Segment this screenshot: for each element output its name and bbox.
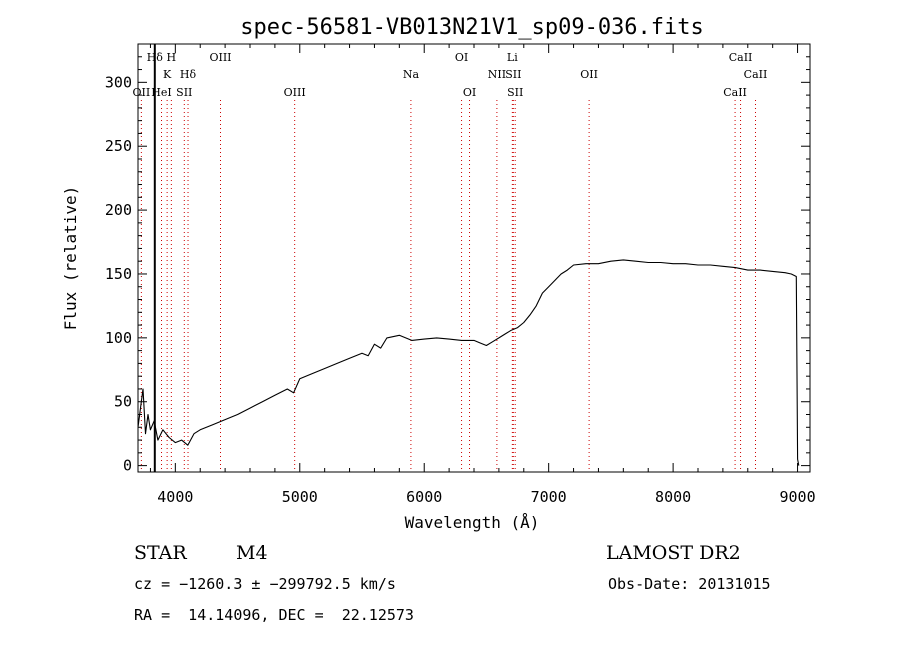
line-label-16: OII xyxy=(580,68,598,81)
x-axis-ticks: 4000 5000 6000 7000 8000 9000 xyxy=(149,44,816,506)
y-tick-label-4: 200 xyxy=(105,201,132,219)
x-tick-label-4: 8000 xyxy=(655,488,691,506)
spectrum-info: STAR M4 LAMOST DR2 cz = −1260.3 ± −29979… xyxy=(134,542,771,624)
object-subclass: M4 xyxy=(236,542,268,564)
spectrum-series xyxy=(137,259,800,466)
x-tick-label-2: 6000 xyxy=(406,488,442,506)
plot-frame xyxy=(137,43,811,473)
line-label-14: SII xyxy=(505,68,521,81)
line-label-8: OIII xyxy=(284,86,306,99)
chart-title: spec-56581-VB013N21V1_sp09-036.fits xyxy=(240,15,704,40)
x-axis-label: Wavelength (Å) xyxy=(405,513,540,532)
coordinates: RA = 14.14096, DEC = 22.12573 xyxy=(134,606,414,624)
x-tick-label-5: 9000 xyxy=(779,488,815,506)
x-tick-label-0: 4000 xyxy=(157,488,193,506)
y-axis-label: Flux (relative) xyxy=(61,186,80,331)
line-label-19: CaII xyxy=(723,86,747,99)
x-tick-label-3: 7000 xyxy=(531,488,567,506)
survey-release: LAMOST DR2 xyxy=(606,542,741,564)
line-label-9: Na xyxy=(403,68,420,81)
y-tick-label-3: 150 xyxy=(105,265,132,283)
y-tick-label-0: 0 xyxy=(123,457,132,475)
line-label-6: SII xyxy=(176,86,192,99)
y-tick-label-2: 100 xyxy=(105,329,132,347)
line-label-2: K xyxy=(163,68,172,81)
line-label-11: OI xyxy=(463,86,476,99)
y-axis-ticks: 0 50 100 150 200 250 300 xyxy=(105,56,810,475)
observation-date: Obs-Date: 20131015 xyxy=(608,575,771,593)
line-label-12: Li xyxy=(507,51,518,64)
x-tick-label-1: 5000 xyxy=(282,488,318,506)
line-label-7: OIII xyxy=(209,51,231,64)
object-class: STAR xyxy=(134,542,187,564)
line-label-13: NII xyxy=(488,68,506,81)
spectrum-line-0 xyxy=(137,259,800,466)
line-label-0: Hδ xyxy=(147,51,164,64)
line-label-15: SII xyxy=(507,86,523,99)
y-tick-label-6: 300 xyxy=(105,73,132,91)
line-label-17: CaII xyxy=(729,51,753,64)
line-label-5: HeI xyxy=(151,86,171,99)
y-tick-label-1: 50 xyxy=(114,393,132,411)
line-label-3: Hδ xyxy=(180,68,197,81)
line-label-1: H xyxy=(167,51,177,64)
line-label-4: OII xyxy=(133,86,151,99)
redshift-velocity: cz = −1260.3 ± −299792.5 km/s xyxy=(134,575,396,593)
line-label-10: OI xyxy=(455,51,468,64)
y-tick-label-5: 250 xyxy=(105,137,132,155)
line-label-18: CaII xyxy=(744,68,768,81)
